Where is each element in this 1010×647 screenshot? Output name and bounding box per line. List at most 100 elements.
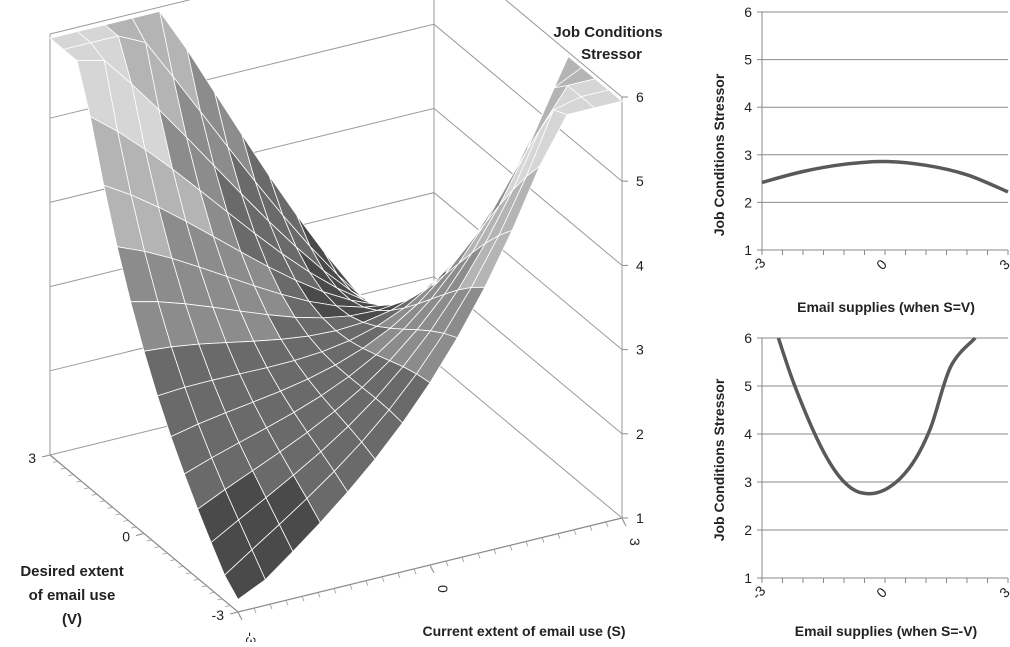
z-tick-label: 2 [636,426,644,442]
y-minor-tick [155,547,160,548]
y-minor-tick [225,605,230,606]
y-axis-title-line2: of email use [29,587,116,604]
y-minor-tick [108,507,113,508]
y-minor-tick [45,455,50,456]
y-tick-label: 2 [744,522,752,538]
z-tick-label: 3 [636,342,644,358]
y-tick-label: 1 [744,242,752,258]
bottom-gridlines [757,338,1008,583]
top-x-axis-title: Email supplies (when S=V) [797,299,975,315]
y-tick-label: 0 [122,529,130,545]
y-minor-tick [100,501,105,502]
y-tick-label: 3 [28,450,36,466]
y-minor-tick [147,540,152,541]
y-minor-tick [92,494,97,495]
z-tick-label: 6 [636,89,644,105]
x-minor-tick [542,538,544,543]
x-minor-tick [318,592,320,597]
y-minor-tick [69,475,74,476]
y-minor-tick [76,481,81,482]
y-tick-label: 3 [744,147,752,163]
y-minor-tick [202,586,207,587]
y-minor-tick [186,573,191,574]
bottom-x-axis-title: Email supplies (when S=-V) [795,623,977,639]
y-minor-tick [123,520,128,521]
y-tick-label: 3 [744,474,752,490]
y-minor-tick [84,488,89,489]
x-minor-tick [494,549,496,554]
x-tick-label: 0 [435,585,451,593]
x-tick-label: 0 [873,584,890,601]
x-tick-label: 3 [627,538,643,546]
z-axis-ticks: 1 2 3 4 5 6 [622,89,644,526]
x-minor-tick [254,608,256,613]
x-minor-tick [574,530,576,535]
y-minor-tick [131,527,136,528]
y-minor-tick [194,579,199,580]
x-minor-tick [478,553,480,558]
z-tick-label: 1 [636,510,644,526]
z-axis-title-line1: Job Conditions [553,24,662,41]
x-minor-tick [446,561,448,566]
bottom-series-line [778,338,975,494]
y-tick-label: 5 [744,52,752,68]
x-minor-tick [350,585,352,590]
y-axis-title-line1: Desired extent [20,563,123,580]
y-tick-label: 6 [744,330,752,346]
y-minor-tick [139,534,144,535]
surface-mesh [50,11,622,599]
bottom-y-axis-title: Job Conditions Stressor [711,378,727,541]
y-minor-tick [53,462,58,463]
top-y-ticks: 1 2 3 4 5 6 [744,4,752,258]
x-minor-tick [286,600,288,605]
top-y-axis-title: Job Conditions Stressor [711,73,727,236]
y-minor-tick [233,612,238,613]
y-minor-tick [61,468,66,469]
y-minor-tick [178,566,183,567]
z-axis-title-line2: Stressor [581,46,642,63]
x-minor-tick [382,577,384,582]
y-tick-label: 5 [744,378,752,394]
y-minor-tick [217,599,222,600]
y-tick-label: 6 [744,4,752,20]
surface-chart: 1 2 3 4 5 6 -3 0 3 3 0 -3 Job Conditions Stressor… [20,0,662,642]
y-tick-label: 4 [744,99,752,115]
x-minor-tick [398,573,400,578]
y-axis-title-line3: (V) [62,611,82,628]
y-minor-tick [170,560,175,561]
z-tick-label: 4 [636,257,644,273]
x-minor-tick [558,534,560,539]
top-series-line [762,161,1008,191]
x-minor-tick [414,569,416,574]
x-tick-label: 0 [873,256,890,273]
x-tick-label: 3 [996,256,1010,273]
top-gridlines [757,12,1008,255]
x-minor-tick [302,596,304,601]
y-minor-tick [210,592,215,593]
x-minor-tick [526,542,528,547]
y-tick-label: 2 [744,194,752,210]
y-tick-label: -3 [212,607,225,623]
y-tick-label: 4 [744,426,752,442]
x-minor-tick [590,526,592,531]
x-tick-label: -3 [243,632,259,642]
bottom-y-ticks: 1 2 3 4 5 6 [744,330,752,586]
x-minor-tick [270,604,272,609]
x-minor-tick [510,545,512,550]
y-minor-tick [163,553,168,554]
x-minor-tick [334,589,336,594]
x-axis-title: Current extent of email use (S) [422,623,625,639]
y-minor-tick [116,514,121,515]
x-minor-tick [606,522,608,527]
z-tick-label: 5 [636,173,644,189]
y-tick-label: 1 [744,570,752,586]
x-minor-tick [366,581,368,586]
x-tick-label: 3 [996,584,1010,601]
x-minor-tick [462,557,464,562]
